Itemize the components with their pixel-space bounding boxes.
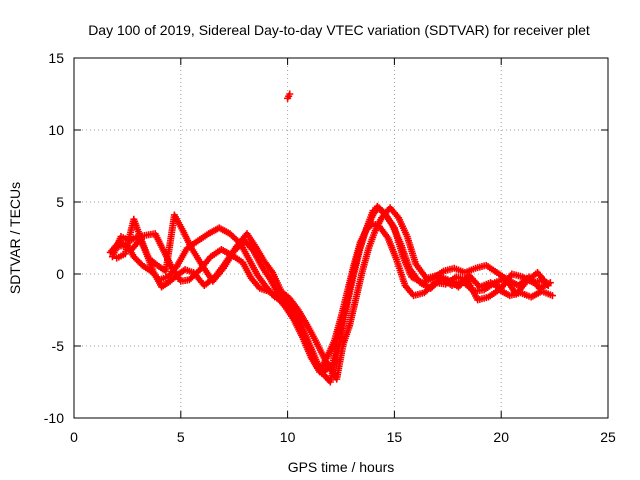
x-tick-label: 5 xyxy=(177,429,185,445)
data-point xyxy=(540,276,548,284)
data-point-interp xyxy=(468,286,476,294)
x-tick-label: 15 xyxy=(387,429,403,445)
data-point xyxy=(544,282,552,290)
y-tick-label: -10 xyxy=(44,410,64,426)
y-axis-label: SDTVAR / TECUs xyxy=(7,182,23,294)
data-point xyxy=(286,90,294,98)
y-tick-label: 15 xyxy=(48,50,64,66)
data-points xyxy=(106,90,556,386)
x-tick-label: 0 xyxy=(70,429,78,445)
x-tick-label: 20 xyxy=(493,429,509,445)
plot-frame xyxy=(73,57,609,419)
chart-title: Day 100 of 2019, Sidereal Day-to-day VTE… xyxy=(88,22,590,38)
y-tick-label: 0 xyxy=(56,266,64,282)
x-tick-label: 25 xyxy=(600,429,616,445)
y-tick-label: 5 xyxy=(56,194,64,210)
x-tick-label: 10 xyxy=(280,429,296,445)
y-tick-label: 10 xyxy=(48,122,64,138)
axis-ticks: 0 5 10 15 20 25 -10 -5 0 5 10 15 xyxy=(44,50,616,445)
data-point xyxy=(548,292,556,300)
y-tick-label: -5 xyxy=(52,338,65,354)
x-axis-label: GPS time / hours xyxy=(288,459,395,475)
